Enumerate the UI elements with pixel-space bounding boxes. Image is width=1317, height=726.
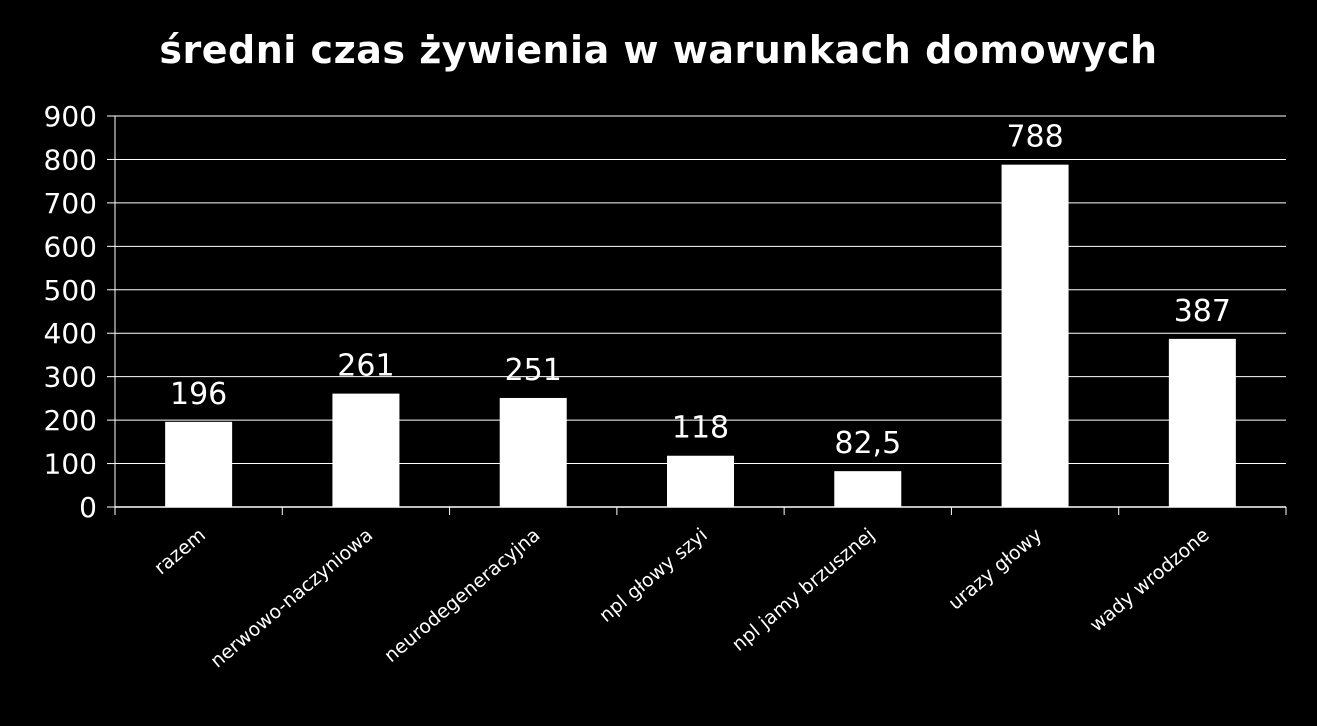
bar: [834, 471, 902, 507]
y-tick-label: 900: [44, 100, 97, 133]
bar: [1168, 338, 1236, 507]
gridlines: [115, 115, 1286, 465]
y-tick-label: 500: [44, 274, 97, 307]
bar: [667, 455, 734, 507]
data-label: 196: [170, 377, 227, 412]
bar: [1001, 164, 1069, 507]
bar: [499, 397, 567, 507]
data-label: 118: [672, 411, 729, 446]
data-label: 82,5: [834, 426, 901, 461]
x-tick-label: nerwowo-naczyniowa: [206, 524, 377, 672]
data-label: 261: [337, 349, 394, 384]
x-tick-label: npl jamy brzusznej: [728, 524, 879, 656]
data-labels: 196 261 251 118 82,5 788 387: [170, 120, 1231, 462]
y-tick-label: 600: [44, 230, 97, 263]
y-tick-label: 400: [44, 317, 97, 350]
x-tick-label: urazy głowy: [944, 524, 1046, 615]
y-tick-label: 800: [44, 143, 97, 176]
data-label: 387: [1174, 294, 1231, 329]
y-tick-label: 300: [44, 361, 97, 394]
x-tick-label: npl głowy szyi: [595, 524, 712, 627]
bars: [165, 164, 1236, 507]
axes: [107, 115, 1287, 515]
y-tick-label: 700: [44, 187, 97, 220]
y-tick-label: 200: [44, 404, 97, 437]
chart-title: średni czas żywienia w warunkach domowyc…: [159, 28, 1158, 72]
data-label: 788: [1006, 120, 1063, 155]
y-axis-ticks: 0 100 200 300 400 500 600 700 800 900: [44, 100, 97, 524]
bar: [165, 421, 233, 507]
x-tick-label: wady wrodzone: [1086, 524, 1214, 636]
y-tick-label: 0: [79, 491, 97, 524]
bar: [332, 393, 400, 507]
x-tick-label: razem: [150, 524, 210, 579]
y-tick-label: 100: [44, 448, 97, 481]
x-tick-label: neurodegeneracyjna: [380, 524, 544, 667]
data-label: 251: [505, 353, 562, 388]
